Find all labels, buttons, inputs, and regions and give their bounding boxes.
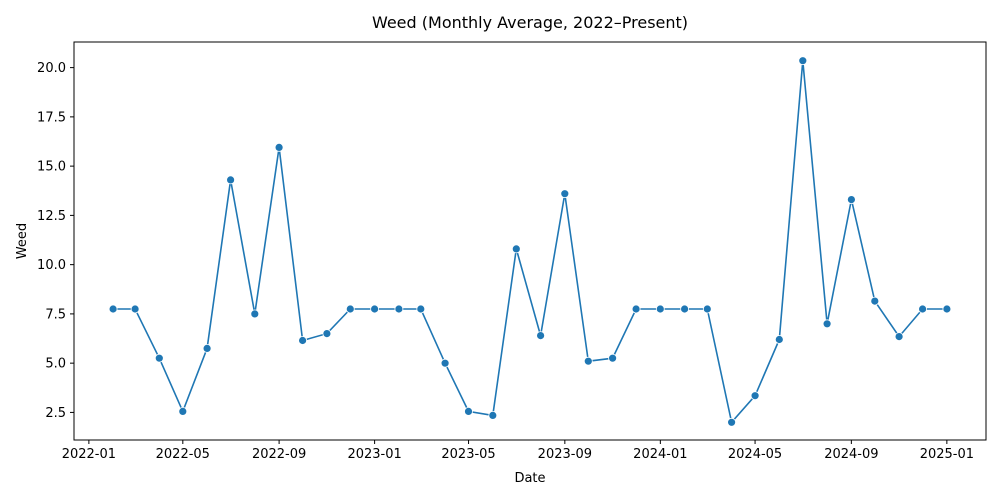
data-point [894, 332, 904, 342]
x-tick-label: 2022-09 [252, 447, 306, 462]
data-point [655, 304, 665, 314]
data-point [631, 304, 641, 314]
data-point [608, 353, 617, 363]
data-point [345, 304, 355, 314]
y-tick-label: 10.0 [37, 258, 66, 273]
x-axis: 2022-01 2022-05 2022-09 2023-01 2023-05 2023-… [62, 440, 974, 462]
data-point [416, 304, 426, 314]
data-point [394, 304, 404, 314]
data-point [822, 319, 832, 329]
y-tick-label: 12.5 [37, 209, 66, 224]
series-line-weed [113, 60, 947, 425]
data-point [847, 195, 856, 205]
chart-title: Weed (Monthly Average, 2022–Present) [372, 13, 688, 32]
x-tick-label: 2022-05 [156, 447, 210, 462]
data-point [226, 175, 236, 185]
data-point [108, 304, 118, 314]
data-point [942, 304, 952, 314]
x-tick-label: 2025-01 [920, 447, 974, 462]
data-point [274, 142, 284, 152]
data-point [918, 304, 927, 314]
y-tick-label: 15.0 [37, 160, 66, 175]
plot-area [108, 56, 952, 427]
y-tick-label: 5.0 [45, 357, 66, 372]
x-tick-label: 2023-09 [538, 447, 592, 462]
data-point [798, 56, 808, 66]
data-point [536, 331, 545, 341]
data-point [560, 189, 570, 199]
data-point [464, 406, 473, 416]
data-point [370, 304, 380, 314]
y-tick-label: 17.5 [37, 110, 66, 125]
data-point [750, 391, 760, 401]
x-tick-label: 2023-01 [347, 447, 401, 462]
data-point [488, 410, 498, 420]
data-point [680, 304, 689, 314]
data-point [130, 304, 140, 314]
x-tick-label: 2024-01 [633, 447, 687, 462]
y-axis: 2.5 5.0 7.5 10.0 12.5 15.0 17.5 20.0 [37, 61, 74, 421]
data-point [322, 329, 332, 339]
data-point [202, 343, 212, 353]
data-point [250, 309, 260, 319]
y-tick-label: 2.5 [45, 406, 66, 421]
y-tick-label: 7.5 [45, 307, 66, 322]
data-point [154, 353, 164, 363]
data-point [774, 335, 784, 344]
data-point [727, 417, 736, 427]
data-point [298, 336, 308, 345]
x-tick-label: 2024-09 [824, 447, 878, 462]
plot-frame [73, 41, 987, 441]
data-point [511, 244, 521, 254]
data-point [440, 358, 450, 368]
x-tick-label: 2022-01 [62, 447, 116, 462]
data-point [870, 296, 880, 306]
y-tick-label: 20.0 [37, 61, 66, 76]
y-axis-label: Weed [15, 223, 30, 259]
data-point [583, 356, 593, 366]
x-tick-label: 2024-05 [728, 447, 782, 462]
x-tick-label: 2023-05 [441, 447, 495, 462]
data-point [702, 304, 712, 314]
data-point [178, 406, 188, 416]
x-axis-label: Date [514, 471, 545, 486]
